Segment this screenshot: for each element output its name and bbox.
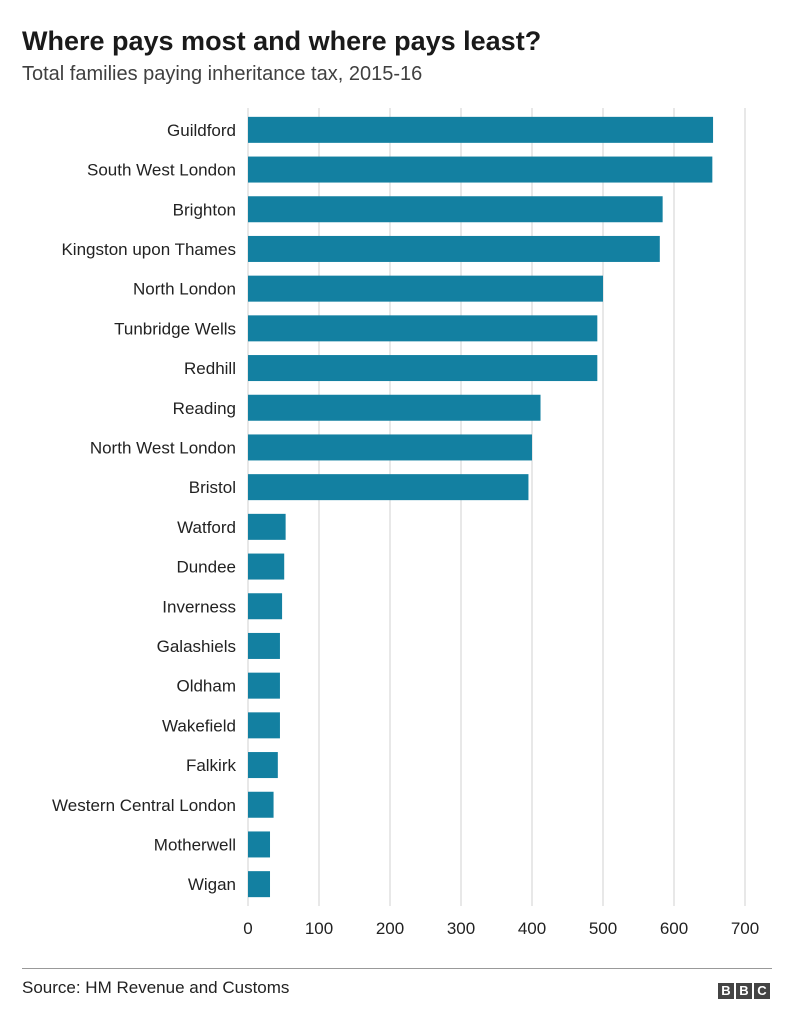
x-tick-label: 700 (731, 919, 759, 938)
category-label: Motherwell (154, 835, 236, 854)
category-label: Guildford (167, 121, 236, 140)
category-label: Falkirk (186, 756, 237, 775)
category-label: Dundee (176, 558, 236, 577)
bar (248, 553, 285, 580)
bar (248, 315, 598, 342)
category-label: Western Central London (52, 796, 236, 815)
footer-divider (22, 968, 772, 969)
bar (248, 394, 541, 421)
category-label: Brighton (173, 200, 236, 219)
x-tick-label: 0 (243, 919, 252, 938)
category-label: Wakefield (162, 716, 236, 735)
category-label: Bristol (189, 478, 236, 497)
source-note: Source: HM Revenue and Customs (22, 978, 290, 997)
logo-letter: B (718, 983, 734, 999)
bar (248, 156, 713, 183)
bar (248, 831, 271, 858)
bar (248, 672, 280, 699)
bar (248, 355, 598, 382)
bar (248, 275, 603, 302)
category-label: Watford (177, 518, 236, 537)
x-tick-label: 300 (447, 919, 475, 938)
category-label: Tunbridge Wells (114, 319, 236, 338)
bar-chart: Guildford South West London Brighton Kingst… (52, 108, 759, 938)
category-label: North West London (90, 438, 236, 457)
bar (248, 434, 532, 461)
logo-letter: C (754, 983, 770, 999)
category-label: Redhill (184, 359, 236, 378)
category-label: Kingston upon Thames (61, 240, 236, 259)
x-axis-tick-labels: 0 100 200 300 400 500 600 700 (243, 919, 759, 938)
category-labels: Guildford South West London Brighton Kingst… (52, 121, 236, 894)
bar (248, 593, 283, 620)
bar (248, 752, 278, 779)
chart-subtitle: Total families paying inheritance tax, 2… (22, 63, 423, 85)
category-label: North London (133, 280, 236, 299)
x-tick-label: 100 (305, 919, 333, 938)
x-tick-label: 400 (518, 919, 546, 938)
category-label: Galashiels (157, 637, 236, 656)
bar (248, 116, 714, 143)
bar (248, 632, 280, 659)
x-tick-label: 500 (589, 919, 617, 938)
category-label: Wigan (188, 875, 236, 894)
grid-lines (247, 108, 746, 906)
bar (248, 196, 663, 223)
x-tick-label: 600 (660, 919, 688, 938)
logo-letter: B (736, 983, 752, 999)
bbc-logo: B B C (718, 983, 770, 999)
category-label: Inverness (162, 597, 236, 616)
chart-title: Where pays most and where pays least? (22, 26, 542, 56)
bar (248, 474, 529, 501)
category-label: South West London (87, 161, 236, 180)
bar (248, 871, 271, 898)
x-tick-label: 200 (376, 919, 404, 938)
bar (248, 712, 280, 739)
bar (248, 513, 286, 540)
bars (248, 116, 714, 898)
category-label: Reading (173, 399, 236, 418)
bar (248, 791, 274, 818)
category-label: Oldham (176, 677, 236, 696)
bar (248, 235, 660, 262)
